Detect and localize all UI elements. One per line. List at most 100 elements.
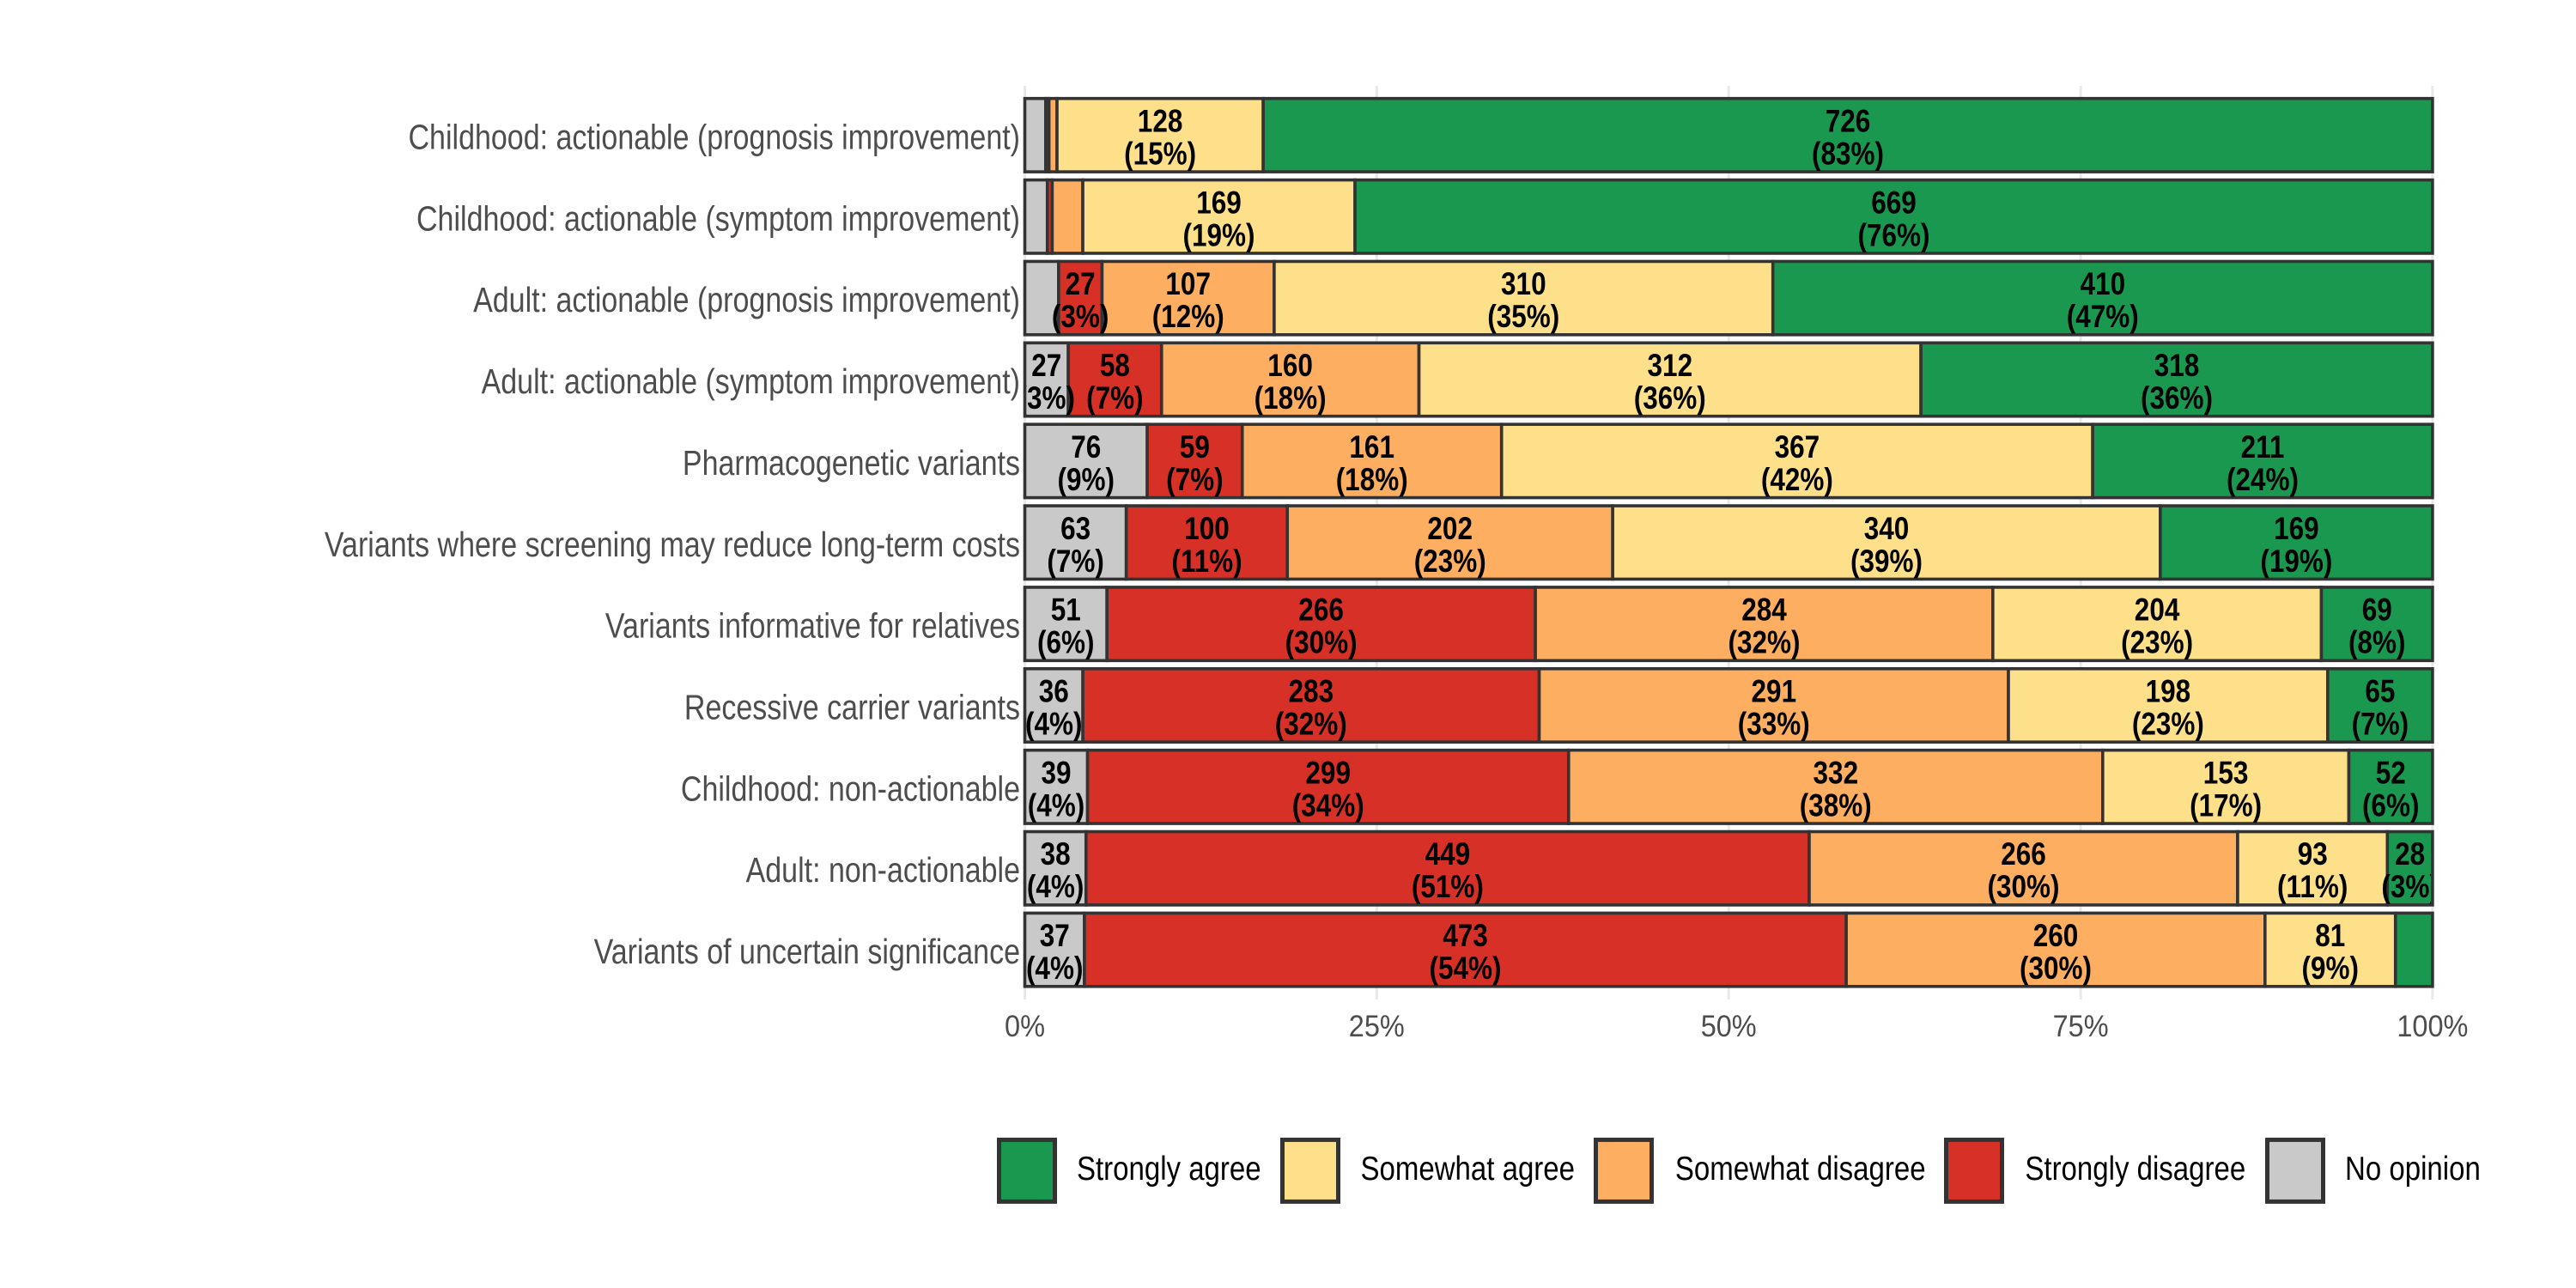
svg-text:Recessive carrier variants: Recessive carrier variants <box>684 688 1020 727</box>
svg-text:Variants of uncertain signific: Variants of uncertain significance <box>594 932 1020 971</box>
svg-text:(19%): (19%) <box>1183 217 1255 252</box>
svg-text:76: 76 <box>1071 429 1101 465</box>
svg-text:(4%): (4%) <box>1025 707 1083 742</box>
svg-text:299: 299 <box>1305 755 1351 790</box>
svg-text:160: 160 <box>1267 348 1313 383</box>
svg-text:(23%): (23%) <box>2121 625 2193 660</box>
svg-text:(30%): (30%) <box>1285 625 1358 660</box>
svg-text:(3%): (3%) <box>2381 869 2439 904</box>
svg-text:(36%): (36%) <box>2141 380 2213 416</box>
svg-text:410: 410 <box>2081 266 2126 301</box>
svg-text:266: 266 <box>1298 592 1344 628</box>
svg-text:50%: 50% <box>1701 1010 1757 1043</box>
svg-text:107: 107 <box>1165 266 1211 301</box>
svg-text:52: 52 <box>2376 755 2406 790</box>
svg-text:Childhood: actionable (prognos: Childhood: actionable (prognosis improve… <box>409 117 1021 156</box>
svg-text:(18%): (18%) <box>1255 380 1327 416</box>
svg-text:(38%): (38%) <box>1800 787 1872 823</box>
svg-text:(12%): (12%) <box>1152 299 1224 334</box>
svg-text:204: 204 <box>2135 592 2180 628</box>
svg-text:51: 51 <box>1051 592 1081 628</box>
svg-text:(32%): (32%) <box>1728 625 1801 660</box>
svg-text:(4%): (4%) <box>1026 951 1084 986</box>
svg-text:(34%): (34%) <box>1292 787 1364 823</box>
svg-text:473: 473 <box>1443 918 1488 953</box>
svg-text:(83%): (83%) <box>1812 136 1884 171</box>
svg-text:(35%): (35%) <box>1487 299 1559 334</box>
svg-text:63: 63 <box>1060 511 1091 546</box>
svg-text:161: 161 <box>1349 429 1394 465</box>
svg-text:27: 27 <box>1066 266 1096 301</box>
svg-text:(23%): (23%) <box>2132 707 2204 742</box>
svg-text:669: 669 <box>1871 185 1917 220</box>
svg-text:58: 58 <box>1100 348 1130 383</box>
svg-text:(7%): (7%) <box>1166 462 1224 497</box>
svg-text:Variants where screening may r: Variants where screening may reduce long… <box>325 525 1020 564</box>
svg-text:(47%): (47%) <box>2067 299 2139 334</box>
svg-text:(39%): (39%) <box>1850 544 1923 579</box>
svg-text:(6%): (6%) <box>1037 625 1095 660</box>
svg-text:260: 260 <box>2033 918 2079 953</box>
svg-text:(18%): (18%) <box>1336 462 1408 497</box>
svg-text:(30%): (30%) <box>1988 869 2060 904</box>
svg-text:Adult: actionable (prognosis i: Adult: actionable (prognosis improvement… <box>473 280 1020 319</box>
svg-text:(54%): (54%) <box>1430 951 1502 986</box>
svg-text:(23%): (23%) <box>1414 544 1486 579</box>
svg-text:128: 128 <box>1138 103 1183 138</box>
svg-text:(3%): (3%) <box>1052 299 1109 334</box>
svg-text:(11%): (11%) <box>2277 869 2348 904</box>
svg-text:Adult: actionable (symptom imp: Adult: actionable (symptom improvement) <box>482 361 1020 401</box>
svg-text:(17%): (17%) <box>2190 787 2262 823</box>
svg-text:318: 318 <box>2154 348 2200 383</box>
svg-text:93: 93 <box>2298 836 2328 872</box>
svg-text:36: 36 <box>1039 674 1069 709</box>
svg-text:(15%): (15%) <box>1124 136 1196 171</box>
svg-text:(36%): (36%) <box>1634 380 1706 416</box>
svg-text:65: 65 <box>2365 674 2395 709</box>
svg-text:Strongly disagree: Strongly disagree <box>2025 1151 2245 1188</box>
svg-text:59: 59 <box>1180 429 1210 465</box>
svg-text:(33%): (33%) <box>1738 707 1810 742</box>
svg-text:211: 211 <box>2241 429 2285 465</box>
svg-text:726: 726 <box>1826 103 1871 138</box>
svg-text:81: 81 <box>2315 918 2345 953</box>
svg-text:(7%): (7%) <box>2352 707 2409 742</box>
svg-text:(7%): (7%) <box>1047 544 1104 579</box>
svg-text:Childhood: actionable (symptom: Childhood: actionable (symptom improveme… <box>416 198 1020 238</box>
svg-text:Strongly agree: Strongly agree <box>1077 1151 1261 1188</box>
svg-text:283: 283 <box>1289 674 1334 709</box>
svg-text:(9%): (9%) <box>2302 951 2360 986</box>
svg-text:Variants informative for relat: Variants informative for relatives <box>605 606 1020 646</box>
svg-text:75%: 75% <box>2053 1010 2109 1043</box>
svg-text:39: 39 <box>1042 755 1072 790</box>
svg-text:Somewhat disagree: Somewhat disagree <box>1675 1151 1926 1188</box>
svg-text:(9%): (9%) <box>1058 462 1115 497</box>
svg-text:(4%): (4%) <box>1028 787 1085 823</box>
svg-text:(32%): (32%) <box>1275 707 1347 742</box>
svg-text:28: 28 <box>2395 836 2425 872</box>
svg-text:198: 198 <box>2146 674 2191 709</box>
svg-text:202: 202 <box>1427 511 1473 546</box>
svg-text:367: 367 <box>1775 429 1820 465</box>
svg-text:153: 153 <box>2203 755 2249 790</box>
svg-text:169: 169 <box>2274 511 2319 546</box>
svg-text:(76%): (76%) <box>1858 217 1930 252</box>
svg-text:100: 100 <box>1184 511 1230 546</box>
svg-text:340: 340 <box>1864 511 1910 546</box>
svg-text:37: 37 <box>1040 918 1070 953</box>
svg-text:69: 69 <box>2362 592 2392 628</box>
svg-text:(7%): (7%) <box>1086 380 1144 416</box>
svg-text:310: 310 <box>1501 266 1546 301</box>
svg-text:38: 38 <box>1041 836 1071 872</box>
svg-text:312: 312 <box>1648 348 1693 383</box>
svg-text:(30%): (30%) <box>2020 951 2092 986</box>
svg-text:Childhood: non-actionable: Childhood: non-actionable <box>681 769 1020 808</box>
svg-text:284: 284 <box>1741 592 1787 628</box>
svg-text:100%: 100% <box>2397 1010 2468 1043</box>
svg-text:(24%): (24%) <box>2227 462 2299 497</box>
svg-text:449: 449 <box>1425 836 1471 872</box>
svg-text:No opinion: No opinion <box>2345 1151 2481 1188</box>
svg-text:Adult: non-actionable: Adult: non-actionable <box>746 850 1020 890</box>
svg-text:(6%): (6%) <box>2362 787 2420 823</box>
svg-text:(8%): (8%) <box>2348 625 2406 660</box>
